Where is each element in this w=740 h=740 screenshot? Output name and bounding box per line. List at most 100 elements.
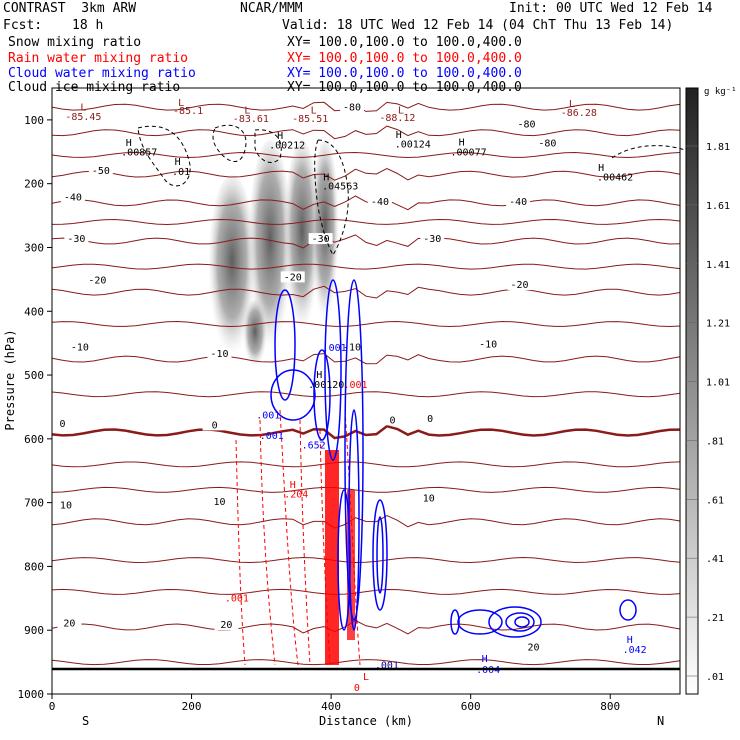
extrema-label: H <box>323 172 329 183</box>
isotherm-label: 10 <box>213 497 225 508</box>
colorbar-label: 1.41 <box>706 260 730 271</box>
x-tick-label: 200 <box>182 700 202 713</box>
colorbar-label: 1.61 <box>706 201 730 212</box>
colorbar-label: .41 <box>706 554 724 565</box>
extrema-label: H <box>277 131 283 142</box>
isotherm-label: -50 <box>92 166 110 177</box>
isotherm-label-bg <box>416 492 441 504</box>
isotherm--30 <box>51 234 681 249</box>
fcst-label: Fcst: <box>3 18 43 33</box>
cloud-water-contour <box>313 349 331 441</box>
plot-frame <box>51 87 681 695</box>
isotherm-label: -30 <box>67 234 85 245</box>
cloud-ice-contour <box>212 124 247 162</box>
rain-contour <box>279 409 299 666</box>
y-tick-label: 200 <box>24 178 44 191</box>
x-tick-label: 600 <box>461 700 481 713</box>
colorbar-label: .61 <box>706 495 724 506</box>
isotherm-minor <box>51 588 681 595</box>
rain-core-column <box>347 490 355 640</box>
isotherm-label: -20 <box>510 280 528 291</box>
isotherm-0 <box>51 424 681 440</box>
extrema-label: .00077 <box>451 148 487 159</box>
axes: 0 200 400 600 800100200300400500600700800900… <box>18 114 621 713</box>
extrema-label: .04563 <box>322 181 358 192</box>
extrema-label: .004 <box>476 665 500 676</box>
isotherm-label: -80 <box>343 103 361 114</box>
rain-contour <box>235 439 246 666</box>
extrema-label: -83.61 <box>233 114 269 125</box>
extrema-label: .00857 <box>121 148 157 159</box>
isotherm-label-bg <box>380 414 405 426</box>
isotherm-label-bg <box>207 347 232 359</box>
valid-time: Valid: 18 UTC Wed 12 Feb 14 (04 ChT Thu … <box>282 18 674 33</box>
extrema-label: .00120 <box>308 380 344 391</box>
isotherm-label-bg <box>214 619 239 631</box>
isotherm-minor <box>51 659 681 666</box>
extrema-label: H <box>175 157 181 168</box>
isotherm-label: -30 <box>312 234 330 245</box>
rain-contour <box>259 419 276 666</box>
cloud-water-contour <box>450 609 460 635</box>
cloud-ice-contour <box>254 129 282 163</box>
fcst-value: 18 h <box>72 18 104 33</box>
isotherm--50 <box>51 167 681 181</box>
snow-plume <box>284 140 320 340</box>
x-tick-label: 400 <box>321 700 341 713</box>
rain-water-contours <box>235 409 361 666</box>
isotherm-10 <box>51 515 681 529</box>
colorbar-label: .21 <box>706 613 724 624</box>
extrema-label: 0 <box>354 683 360 694</box>
legend-rain-xy: XY= 100.0,100.0 to 100.0,400.0 <box>287 51 522 66</box>
extrema-label: H <box>627 635 633 646</box>
isotherm--80 <box>51 101 681 112</box>
extrema-label: L <box>80 102 86 113</box>
colorbar-label: 1.01 <box>706 378 730 389</box>
isotherm-label-bg <box>420 233 445 245</box>
isotherm-label-bg <box>476 338 501 350</box>
extrema-label: .001 <box>260 431 284 442</box>
isotherm-label: 20 <box>220 620 232 631</box>
isotherm-label-bg <box>202 419 227 431</box>
isotherm-minor <box>51 320 681 328</box>
cloud-water-contour <box>505 612 535 632</box>
y-tick-label: 700 <box>24 497 44 510</box>
extrema-label: -85.51 <box>292 114 328 125</box>
isotherm-label-bg <box>367 196 392 208</box>
extrema-label: .652 <box>302 440 326 451</box>
extrema-label: -85.45 <box>65 112 101 123</box>
rain-contour <box>299 419 311 666</box>
isotherm-minor <box>51 391 681 398</box>
extrema-label: H <box>126 138 132 149</box>
y-axis-label: Pressure (hPa) <box>3 329 17 430</box>
cloud-water-contour <box>372 499 388 611</box>
extrema-label: L <box>569 99 575 110</box>
colorbar-unit: g kg⁻¹ <box>704 87 737 97</box>
x-tick-label: 800 <box>600 700 620 713</box>
extrema-label: .001 <box>323 343 347 354</box>
cloud-ice-contour <box>137 125 191 187</box>
y-tick-label: 600 <box>24 433 44 446</box>
isotherm-label: -10 <box>479 339 497 350</box>
extrema-label: L <box>311 106 317 117</box>
cloud-water-contour <box>488 606 542 638</box>
legend-cloudwater-xy: XY= 100.0,100.0 to 100.0,400.0 <box>287 66 522 81</box>
cloud-water-contours <box>270 279 637 638</box>
extrema-label: H <box>459 137 465 148</box>
rain-core-column <box>325 450 339 665</box>
cloud-water-contour <box>270 369 316 421</box>
isotherm-label-bg <box>67 341 92 353</box>
extrema-label: .001 <box>375 660 399 671</box>
extrema-label: -86.28 <box>561 108 597 119</box>
cloud-water-contour <box>619 599 637 621</box>
isotherm-label: -10 <box>343 343 361 354</box>
cloud-water-contour <box>337 489 351 631</box>
isotherm-label-bg <box>64 233 89 245</box>
isotherm-label: 0 <box>389 415 395 426</box>
extrema-label: .00462 <box>597 172 633 183</box>
colorbar <box>685 87 699 695</box>
cloud-ice-contours <box>137 124 686 257</box>
init-time: Init: 00 UTC Wed 12 Feb 14 <box>509 1 713 16</box>
isotherm-label-bg <box>418 412 443 424</box>
